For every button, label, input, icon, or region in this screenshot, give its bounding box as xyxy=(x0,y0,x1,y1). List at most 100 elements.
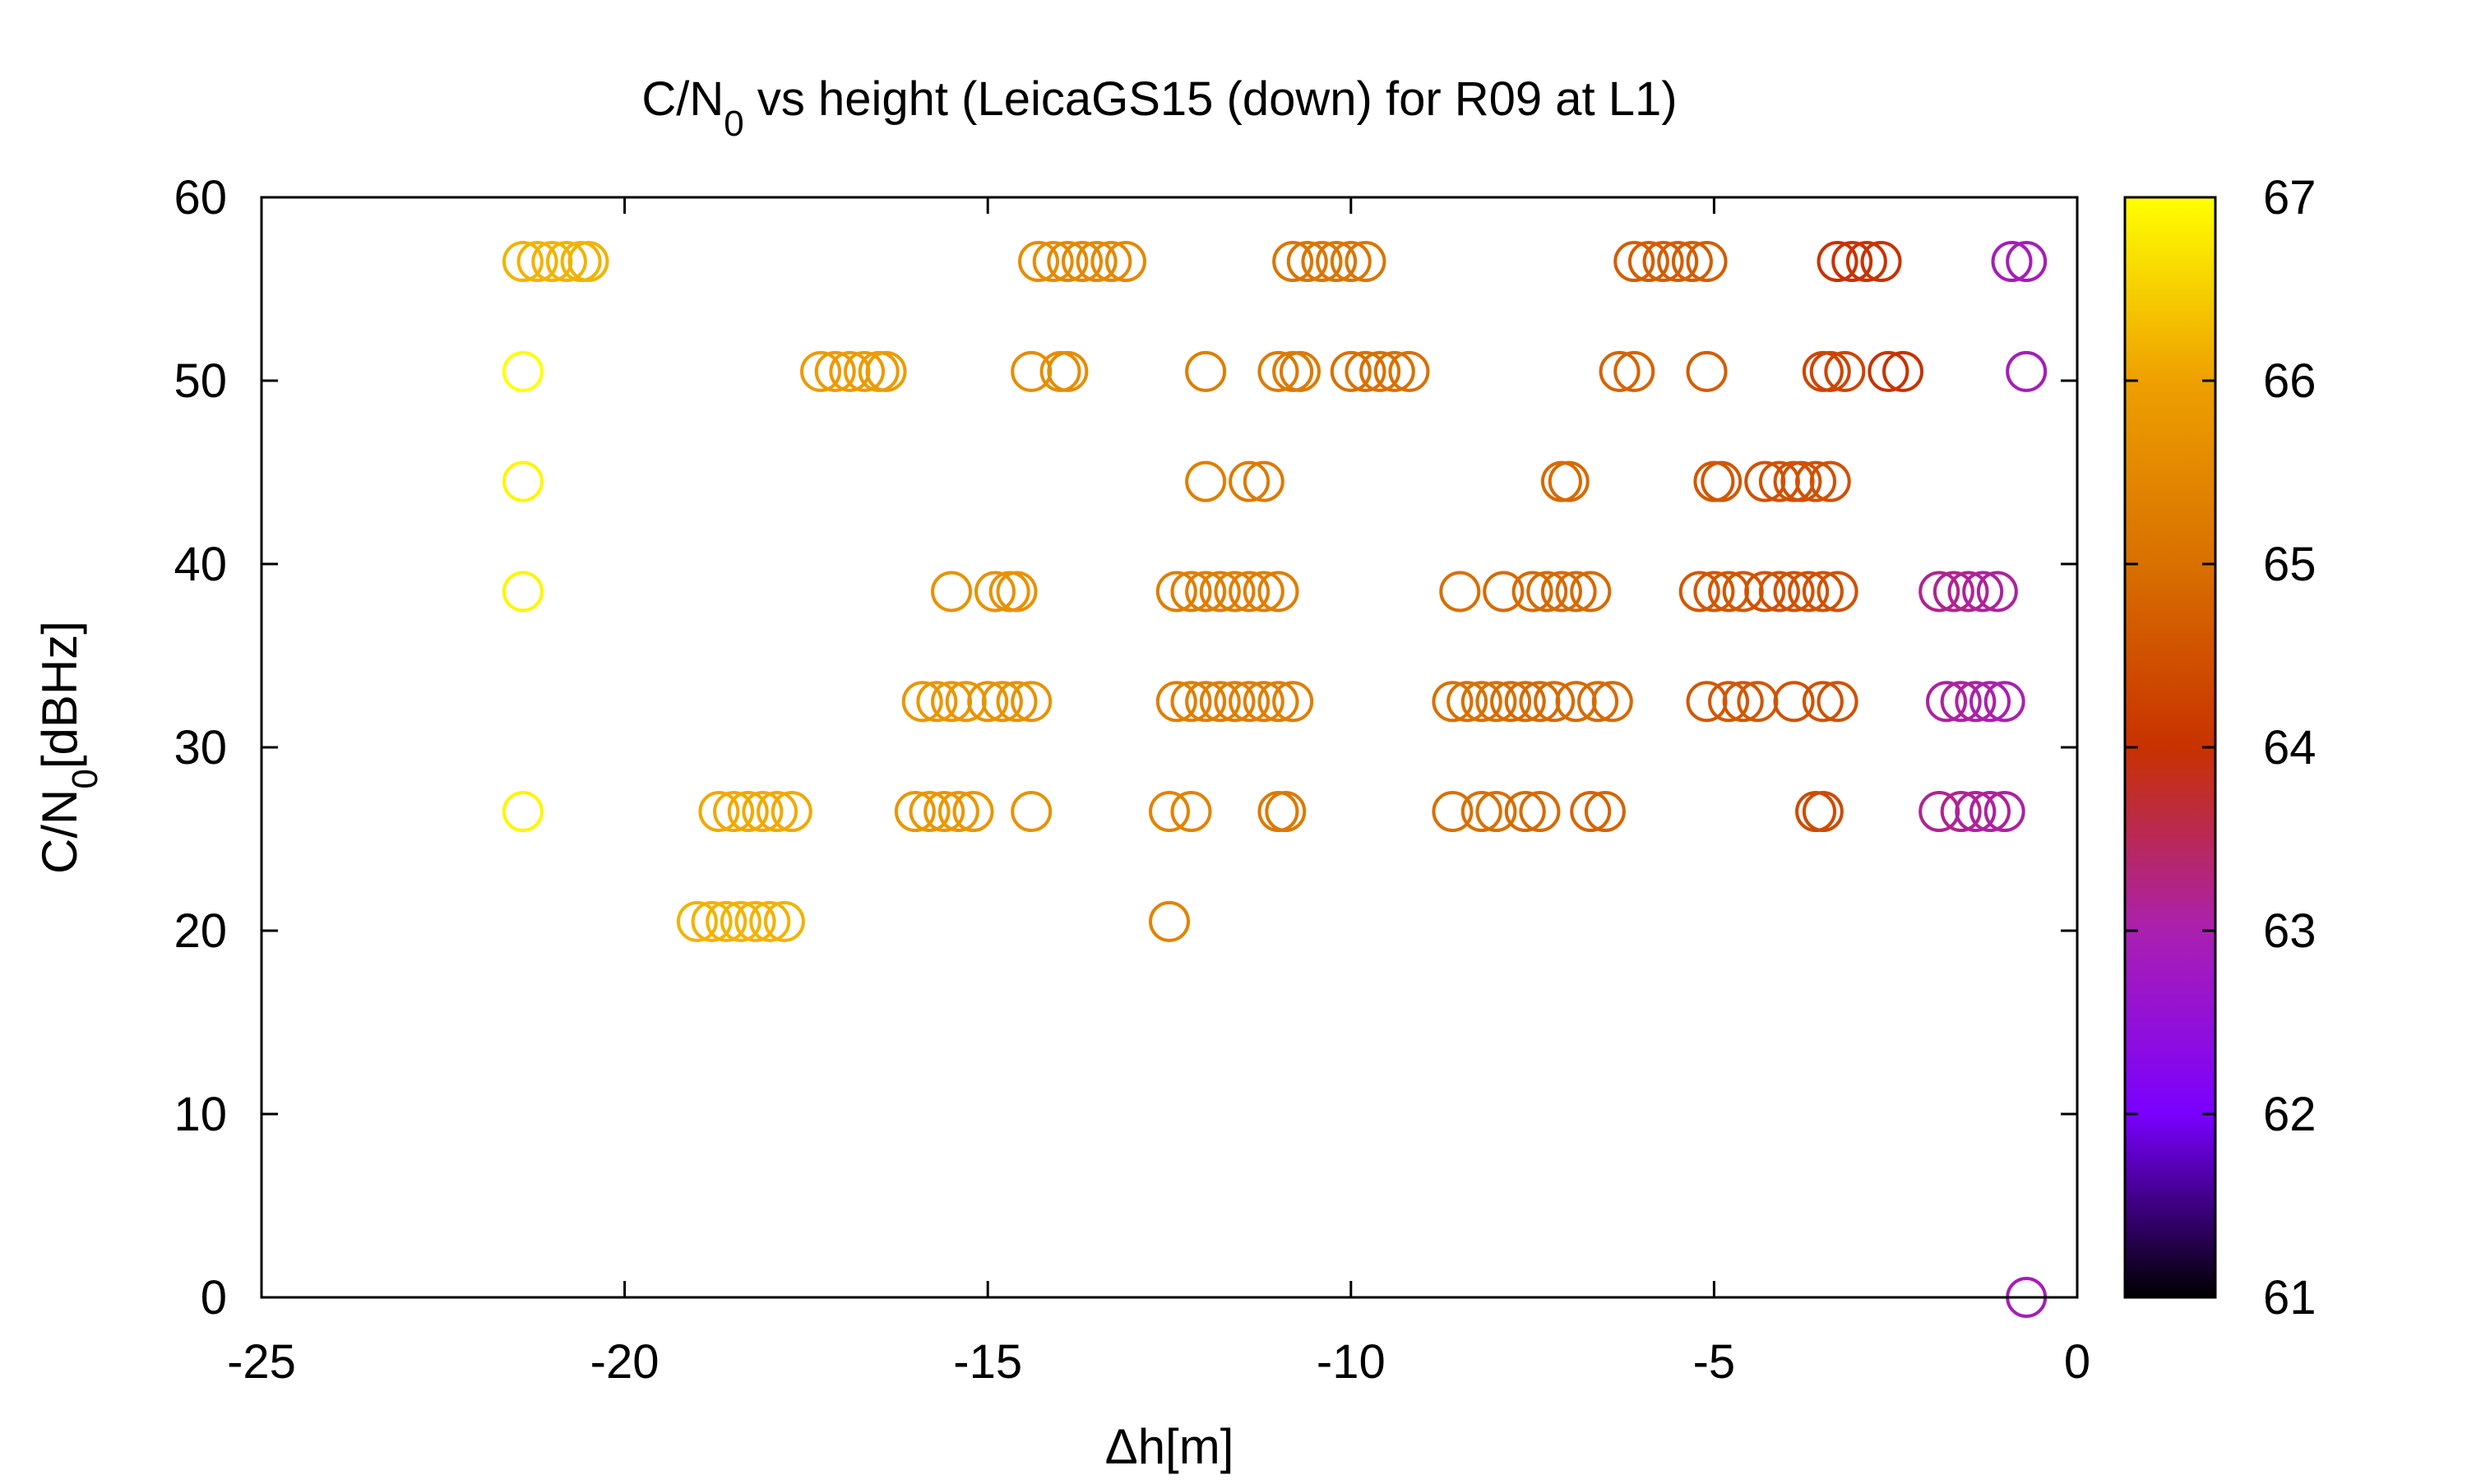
data-point xyxy=(1599,350,1641,392)
data-point xyxy=(1149,791,1190,833)
y-tick-label: 40 xyxy=(174,538,227,591)
y-tick-label: 0 xyxy=(201,1271,227,1325)
data-point xyxy=(1657,241,1699,283)
data-point xyxy=(1860,241,1902,283)
data-point xyxy=(1678,571,1720,613)
data-point xyxy=(1919,791,1960,833)
data-point xyxy=(1802,791,1844,833)
data-point xyxy=(1584,791,1626,833)
data-point xyxy=(720,900,761,942)
data-point xyxy=(1460,681,1502,723)
data-point xyxy=(1591,681,1633,723)
data-point xyxy=(931,571,973,613)
data-point xyxy=(1983,681,2025,723)
data-point xyxy=(502,460,544,502)
data-point xyxy=(916,681,958,723)
data-point xyxy=(1744,571,1786,613)
data-point xyxy=(1845,241,1887,283)
data-point xyxy=(952,791,994,833)
x-tick-label: 0 xyxy=(2064,1335,2090,1389)
data-point xyxy=(1526,571,1568,613)
data-point xyxy=(1185,350,1227,392)
colorbar-tick-label: 63 xyxy=(2263,904,2317,958)
data-point xyxy=(894,791,936,833)
data-point xyxy=(1817,571,1858,613)
data-point xyxy=(1388,350,1430,392)
data-point xyxy=(901,681,943,723)
x-tick-label: -5 xyxy=(1693,1335,1736,1389)
data-point xyxy=(814,350,856,392)
data-point xyxy=(1272,241,1314,283)
data-point xyxy=(1279,350,1321,392)
data-point xyxy=(676,900,718,942)
data-point xyxy=(1976,571,2018,613)
data-point xyxy=(1257,681,1299,723)
x-axis-ticks xyxy=(260,197,2079,1297)
y-tick-label: 10 xyxy=(174,1088,227,1141)
data-point xyxy=(1795,460,1837,502)
data-point xyxy=(974,571,1016,613)
y-tick-label: 30 xyxy=(174,721,227,774)
data-point xyxy=(1185,681,1227,723)
y-tick-label: 50 xyxy=(174,354,227,408)
data-point xyxy=(1708,681,1750,723)
colorbar-tick-label: 62 xyxy=(2263,1088,2317,1141)
data-point xyxy=(757,791,798,833)
data-point xyxy=(1955,791,1997,833)
data-point xyxy=(1817,241,1858,283)
data-point xyxy=(1570,791,1612,833)
data-point xyxy=(1788,571,1830,613)
colorbar-tick-label: 66 xyxy=(2263,354,2317,408)
data-point xyxy=(1483,571,1525,613)
data-point xyxy=(1301,241,1343,283)
data-point xyxy=(1170,681,1212,723)
data-point xyxy=(1882,350,1924,392)
data-point xyxy=(1577,681,1619,723)
x-tick-label: -25 xyxy=(227,1335,296,1389)
data-point xyxy=(1701,460,1743,502)
data-point xyxy=(1265,791,1307,833)
data-point xyxy=(1199,571,1241,613)
data-point xyxy=(1316,241,1358,283)
data-point xyxy=(1185,571,1227,613)
colorbar-tick-label: 64 xyxy=(2263,721,2317,774)
data-point xyxy=(1758,571,1800,613)
data-point xyxy=(909,791,951,833)
data-point xyxy=(734,900,776,942)
data-point xyxy=(1199,681,1241,723)
data-point xyxy=(1011,791,1053,833)
data-point xyxy=(1047,350,1089,392)
data-point xyxy=(698,791,740,833)
data-point xyxy=(1345,350,1386,392)
data-point xyxy=(1062,241,1104,283)
data-point xyxy=(1534,681,1576,723)
data-point xyxy=(1460,791,1502,833)
data-points xyxy=(502,241,2048,1318)
data-point xyxy=(1155,571,1197,613)
data-point xyxy=(502,791,544,833)
data-point xyxy=(771,791,812,833)
data-point xyxy=(1555,681,1597,723)
data-point xyxy=(1359,350,1401,392)
data-point xyxy=(1671,241,1713,283)
colorbar-tick-label: 61 xyxy=(2263,1271,2317,1325)
x-axis-label: Δh[m] xyxy=(1105,1419,1234,1474)
data-point xyxy=(1149,900,1190,942)
data-point xyxy=(1032,241,1074,283)
y-axis-label: C/N0[dBHz] xyxy=(32,621,105,874)
chart-title: C/N0 vs height (LeicaGS15 (down) for R09… xyxy=(641,72,1677,144)
colorbar-tick-labels: 61 62 63 64 65 66 67 xyxy=(2263,171,2317,1325)
data-point xyxy=(713,791,755,833)
data-point xyxy=(1868,350,1909,392)
data-point xyxy=(1446,681,1488,723)
data-point xyxy=(1969,791,2011,833)
data-point xyxy=(844,350,886,392)
data-point xyxy=(1229,681,1271,723)
data-point xyxy=(1831,241,1873,283)
data-point xyxy=(1490,681,1532,723)
data-point xyxy=(1345,241,1386,283)
data-point xyxy=(1243,460,1284,502)
data-point xyxy=(1475,791,1517,833)
